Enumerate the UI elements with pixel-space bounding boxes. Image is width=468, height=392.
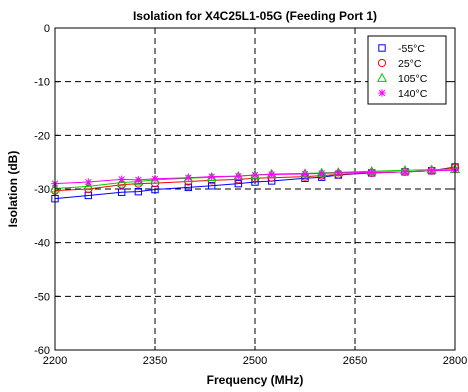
legend-marker bbox=[376, 72, 388, 82]
legend-label: 25°C bbox=[398, 58, 422, 70]
data-point bbox=[151, 175, 159, 183]
data-point bbox=[149, 174, 161, 184]
y-axis-label: Isolation (dB) bbox=[6, 151, 20, 228]
legend-label: 140°C bbox=[398, 88, 428, 100]
y-tick-label: 0 bbox=[44, 23, 50, 35]
asterisk-stroke bbox=[118, 176, 125, 183]
asterisk-stroke bbox=[85, 178, 92, 186]
y-tick-label: -50 bbox=[34, 291, 50, 303]
data-point bbox=[84, 178, 93, 186]
x-tick-label: 2800 bbox=[443, 355, 467, 367]
data-point bbox=[234, 179, 243, 188]
data-point bbox=[117, 175, 126, 184]
asterisk-stroke bbox=[151, 175, 159, 183]
asterisk-stroke bbox=[378, 89, 386, 97]
asterisk-stroke bbox=[318, 170, 325, 177]
legend-marker bbox=[377, 58, 387, 68]
legend-label: -55°C bbox=[398, 43, 425, 55]
legend-marker bbox=[378, 89, 386, 97]
asterisk-stroke bbox=[268, 171, 275, 178]
x-axis-label: Frequency (MHz) bbox=[207, 373, 304, 387]
asterisk-stroke bbox=[301, 170, 309, 178]
y-tick-label: -10 bbox=[34, 77, 50, 89]
x-tick-label: 2350 bbox=[143, 355, 167, 367]
axis-ticks: 2200 2350 2500 2650 2800 0 -10 -20 -30 -40 -50 -60 bbox=[34, 23, 467, 367]
asterisk-stroke bbox=[428, 167, 435, 174]
x-tick-label: 2650 bbox=[343, 355, 367, 367]
data-point bbox=[367, 168, 376, 177]
y-tick-label: -20 bbox=[34, 130, 50, 142]
data-point bbox=[334, 169, 343, 177]
asterisk-stroke bbox=[135, 176, 142, 184]
asterisk-stroke bbox=[208, 173, 215, 180]
x-tick-label: 2500 bbox=[243, 355, 267, 367]
chart-title: Isolation for X4C25L1-05G (Feeding Port … bbox=[133, 9, 377, 23]
data-point bbox=[207, 182, 216, 190]
asterisk-stroke bbox=[235, 172, 242, 180]
data-point bbox=[267, 170, 276, 179]
legend-marker bbox=[378, 44, 386, 52]
data-point bbox=[117, 188, 126, 196]
y-tick-label: -40 bbox=[34, 238, 50, 250]
x-tick-label: 2200 bbox=[43, 355, 67, 367]
data-point bbox=[301, 170, 309, 178]
data-point bbox=[207, 172, 216, 181]
data-point bbox=[317, 169, 326, 178]
legend: -55°C 25°C 105°C 140°C bbox=[367, 35, 447, 105]
data-point bbox=[401, 168, 409, 176]
data-point bbox=[427, 166, 436, 175]
data-point bbox=[134, 187, 143, 196]
legend-label: 105°C bbox=[398, 73, 428, 85]
data-point bbox=[134, 176, 143, 184]
asterisk-stroke bbox=[335, 169, 342, 177]
asterisk-stroke bbox=[401, 168, 409, 176]
data-point bbox=[234, 172, 243, 180]
data-point bbox=[133, 176, 144, 186]
data-point bbox=[184, 183, 193, 192]
data-point bbox=[184, 173, 193, 182]
series-group bbox=[49, 163, 461, 203]
asterisk-stroke bbox=[251, 171, 259, 179]
asterisk-stroke bbox=[185, 174, 192, 181]
y-tick-label: -60 bbox=[34, 345, 50, 357]
data-point bbox=[251, 171, 259, 179]
asterisk-stroke bbox=[368, 169, 375, 176]
data-point bbox=[83, 181, 94, 191]
y-tick-label: -30 bbox=[34, 184, 50, 196]
